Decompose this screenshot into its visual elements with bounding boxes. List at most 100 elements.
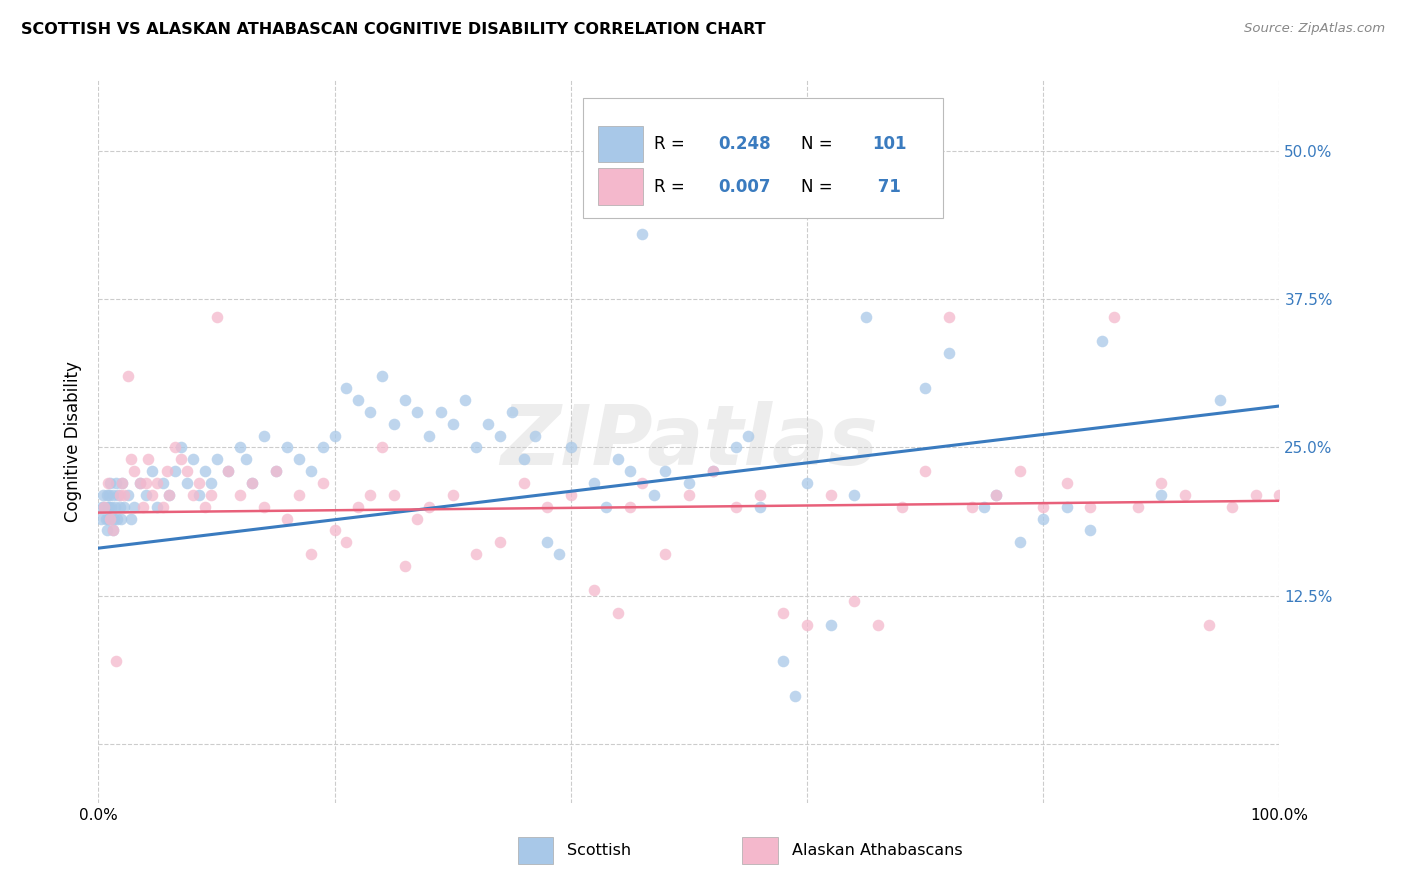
Point xyxy=(205,310,228,325)
Point xyxy=(101,524,124,538)
Point xyxy=(107,488,129,502)
Point xyxy=(110,511,132,525)
Point xyxy=(796,475,818,490)
Point xyxy=(105,475,128,490)
Point xyxy=(607,452,630,467)
Point xyxy=(418,500,440,514)
Point xyxy=(117,369,139,384)
Point xyxy=(157,488,180,502)
Point xyxy=(583,582,606,597)
Point xyxy=(98,488,121,502)
Point xyxy=(97,475,120,490)
Point xyxy=(91,500,114,514)
Point xyxy=(176,464,198,478)
Point xyxy=(121,511,143,525)
Point xyxy=(1150,488,1173,502)
Point xyxy=(1008,464,1031,478)
Point xyxy=(108,500,131,514)
Point xyxy=(536,535,558,549)
Point xyxy=(235,452,257,467)
Point xyxy=(524,428,547,442)
Point xyxy=(1056,500,1078,514)
Point xyxy=(90,511,112,525)
Point xyxy=(607,607,630,621)
Point xyxy=(276,511,298,525)
Point xyxy=(962,500,984,514)
Point xyxy=(406,511,429,525)
Point xyxy=(441,488,464,502)
Point xyxy=(93,500,115,514)
Point xyxy=(748,500,770,514)
Point xyxy=(1198,618,1220,632)
Point xyxy=(141,488,163,502)
Point xyxy=(1056,475,1078,490)
Point xyxy=(299,464,322,478)
Point xyxy=(637,203,659,218)
Point xyxy=(146,500,169,514)
Point xyxy=(382,417,405,431)
Point xyxy=(1080,500,1102,514)
Point xyxy=(536,500,558,514)
Point xyxy=(702,464,724,478)
Point xyxy=(394,558,416,573)
Text: Alaskan Athabascans: Alaskan Athabascans xyxy=(792,843,962,858)
Point xyxy=(152,475,174,490)
Point xyxy=(105,511,128,525)
Point xyxy=(489,428,512,442)
Text: SCOTTISH VS ALASKAN ATHABASCAN COGNITIVE DISABILITY CORRELATION CHART: SCOTTISH VS ALASKAN ATHABASCAN COGNITIVE… xyxy=(21,22,766,37)
Point xyxy=(820,488,842,502)
Point xyxy=(194,500,217,514)
Text: R =: R = xyxy=(654,135,689,153)
Point xyxy=(200,475,222,490)
Point xyxy=(702,464,724,478)
Point xyxy=(187,488,209,502)
Point xyxy=(560,441,582,455)
Point xyxy=(187,475,209,490)
Point xyxy=(1008,535,1031,549)
Point xyxy=(112,500,135,514)
Point xyxy=(772,607,794,621)
Point xyxy=(938,345,960,359)
Point xyxy=(1126,500,1149,514)
Point xyxy=(866,618,889,632)
Text: Scottish: Scottish xyxy=(567,843,631,858)
Point xyxy=(1080,524,1102,538)
Point xyxy=(264,464,287,478)
Point xyxy=(678,475,700,490)
Point xyxy=(347,500,370,514)
Point xyxy=(371,441,394,455)
Point xyxy=(748,488,770,502)
Point xyxy=(1244,488,1267,502)
Point xyxy=(217,464,239,478)
Point xyxy=(654,547,676,561)
Point xyxy=(112,488,135,502)
Point xyxy=(240,475,263,490)
Point xyxy=(465,547,488,561)
Point xyxy=(96,488,118,502)
Point xyxy=(359,405,381,419)
Point xyxy=(772,654,794,668)
Point xyxy=(135,475,157,490)
Point xyxy=(100,500,122,514)
Point xyxy=(619,464,641,478)
Point xyxy=(430,405,453,419)
Point xyxy=(141,464,163,478)
Point xyxy=(465,441,488,455)
Point xyxy=(1220,500,1243,514)
Point xyxy=(371,369,394,384)
Bar xyxy=(598,169,643,204)
Bar xyxy=(517,837,553,864)
Bar xyxy=(598,126,643,162)
Point xyxy=(512,452,534,467)
Point xyxy=(105,654,128,668)
FancyBboxPatch shape xyxy=(582,98,943,218)
Point xyxy=(101,488,124,502)
Point xyxy=(104,500,127,514)
Point xyxy=(299,547,322,561)
Y-axis label: Cognitive Disability: Cognitive Disability xyxy=(65,361,83,522)
Point xyxy=(165,441,187,455)
Point xyxy=(1268,488,1291,502)
Point xyxy=(796,618,818,632)
Point xyxy=(312,475,335,490)
Point xyxy=(165,464,187,478)
